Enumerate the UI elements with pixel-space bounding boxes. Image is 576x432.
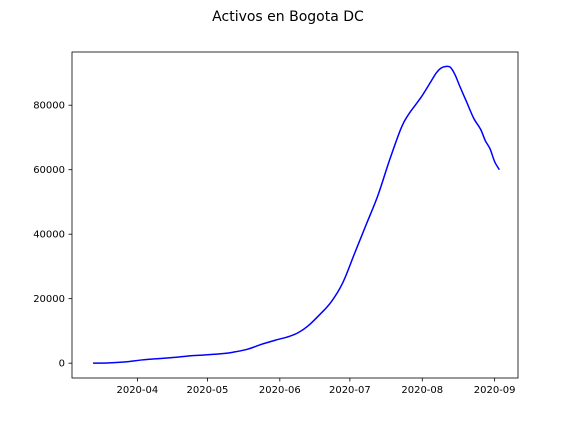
plot-area-frame [71, 51, 519, 379]
x-tick-label: 2020-04 [116, 385, 158, 396]
x-tick-label: 2020-07 [329, 385, 371, 396]
y-tick-label: 0 [59, 359, 65, 370]
y-tick-label: 80000 [33, 101, 65, 112]
y-tick-label: 40000 [33, 230, 65, 241]
x-tick-label: 2020-06 [259, 385, 301, 396]
x-axis: 2020-04 2020-05 2020-06 2020-07 2020-08 2020-… [116, 378, 516, 396]
x-tick-label: 2020-08 [401, 385, 443, 396]
y-axis: 0 20000 40000 60000 80000 [33, 101, 72, 370]
y-tick-label: 20000 [33, 294, 65, 305]
x-tick-label: 2020-09 [474, 385, 516, 396]
chart-title: Activos en Bogota DC [212, 9, 364, 25]
series-line [93, 65, 500, 364]
y-tick-label: 60000 [33, 165, 65, 176]
x-tick-label: 2020-05 [187, 385, 229, 396]
